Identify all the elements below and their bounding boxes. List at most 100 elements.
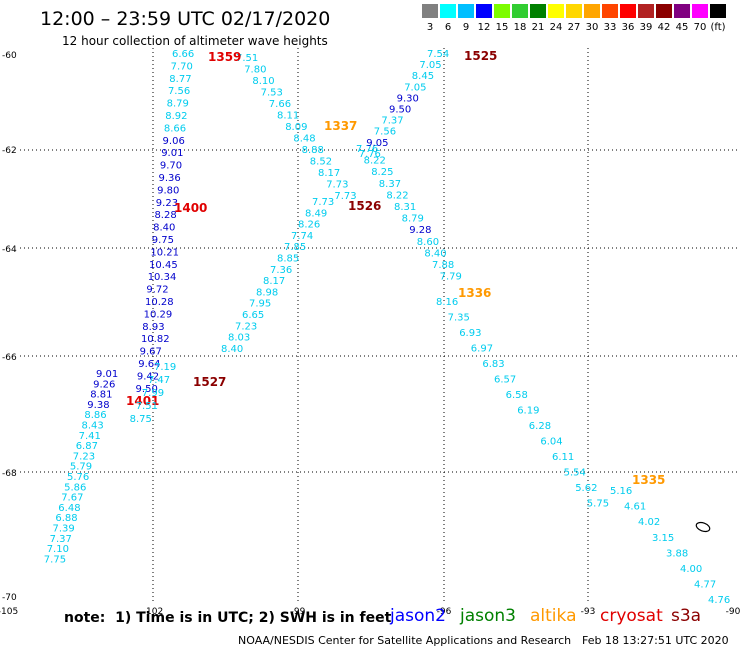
lat-tick-label: -62 bbox=[2, 146, 17, 156]
wave-height-value: 7.73 bbox=[326, 180, 348, 191]
wave-height-value: 8.40 bbox=[424, 248, 446, 259]
wave-height-value: 4.02 bbox=[638, 517, 660, 528]
scale-label: 39 bbox=[639, 22, 653, 33]
wave-height-value: 9.70 bbox=[160, 161, 182, 172]
wave-height-value: 9.67 bbox=[140, 347, 162, 358]
wave-height-value: 8.81 bbox=[90, 390, 112, 401]
wave-height-value: 7.73 bbox=[334, 191, 356, 202]
wave-height-value: 9.01 bbox=[96, 369, 118, 380]
wave-height-value: 7.76 bbox=[356, 144, 378, 155]
wave-height-value: 8.98 bbox=[256, 287, 278, 298]
wave-height-value: 7.53 bbox=[261, 88, 283, 99]
wave-height-value: 9.38 bbox=[87, 400, 109, 411]
lat-tick-label: -66 bbox=[2, 353, 17, 363]
timestamp: Feb 18 13:27:51 UTC 2020 bbox=[582, 634, 729, 647]
wave-height-value: 6.48 bbox=[58, 503, 80, 514]
wave-height-value: 7.37 bbox=[50, 534, 72, 545]
wave-height-value: 7.73 bbox=[312, 197, 334, 208]
wave-height-value: 8.17 bbox=[318, 168, 340, 179]
wave-height-value: 8.66 bbox=[164, 123, 186, 134]
wave-height-value: 8.60 bbox=[417, 237, 439, 248]
wave-height-value: 9.64 bbox=[138, 359, 160, 370]
wave-height-value: 7.23 bbox=[73, 451, 95, 462]
lon-tick-label: -96 bbox=[437, 607, 452, 617]
wave-height-value: 8.28 bbox=[154, 210, 176, 221]
scale-swatch bbox=[674, 4, 690, 18]
pass-time-label: 1401 bbox=[126, 394, 159, 408]
wave-height-value: 9.50 bbox=[136, 384, 158, 395]
wave-height-value: 9.36 bbox=[159, 173, 181, 184]
wave-height-value: 8.03 bbox=[228, 333, 250, 344]
wave-height-value: 6.19 bbox=[517, 406, 539, 417]
wave-height-value: 7.80 bbox=[244, 65, 266, 76]
wave-height-value: 8.22 bbox=[364, 156, 386, 167]
island-outline bbox=[695, 521, 711, 533]
wave-height-value: 8.16 bbox=[436, 297, 458, 308]
scale-swatch bbox=[476, 4, 492, 18]
wave-height-value: 7.99 bbox=[142, 388, 164, 399]
wave-height-value: 8.88 bbox=[302, 145, 324, 156]
scale-swatch bbox=[692, 4, 708, 18]
scale-label: (ft) bbox=[710, 22, 726, 33]
scale-label: 36 bbox=[621, 22, 635, 33]
scale-swatch bbox=[440, 4, 456, 18]
wave-height-value: 5.79 bbox=[70, 462, 92, 473]
wave-height-value: 5.16 bbox=[610, 486, 632, 497]
wave-height-value: 5.75 bbox=[587, 499, 609, 510]
scale-swatch bbox=[512, 4, 528, 18]
wave-height-value: 10.21 bbox=[150, 247, 179, 258]
wave-height-value: 8.86 bbox=[84, 410, 106, 421]
wave-height-value: 8.79 bbox=[167, 99, 189, 110]
wave-height-value: 5.76 bbox=[67, 472, 89, 483]
wave-height-value: 9.26 bbox=[93, 379, 115, 390]
pass-time-label: 1527 bbox=[193, 375, 226, 389]
scale-swatch bbox=[710, 4, 726, 18]
wave-height-value: 7.75 bbox=[44, 554, 66, 565]
scale-label: 33 bbox=[603, 22, 617, 33]
wave-height-value: 7.47 bbox=[148, 375, 170, 386]
wave-height-value: 7.66 bbox=[269, 99, 291, 110]
map-title: 12:00 – 23:59 UTC 02/17/2020 bbox=[40, 8, 331, 30]
scale-label: 18 bbox=[513, 22, 527, 33]
wave-height-value: 8.17 bbox=[263, 276, 285, 287]
wave-height-value: 6.58 bbox=[506, 390, 528, 401]
wave-height-value: 7.85 bbox=[284, 242, 306, 253]
scale-swatch bbox=[494, 4, 510, 18]
wave-height-value: 8.40 bbox=[221, 344, 243, 355]
wave-height-value: 7.36 bbox=[270, 265, 292, 276]
legend-jason3: jason3 bbox=[460, 606, 516, 626]
wave-height-value: 7.95 bbox=[249, 299, 271, 310]
wave-height-value: 4.61 bbox=[624, 502, 646, 513]
scale-swatch bbox=[530, 4, 546, 18]
wave-height-value: 10.28 bbox=[145, 297, 174, 308]
scale-label: 3 bbox=[426, 22, 434, 33]
pass-time-label: 1525 bbox=[464, 49, 497, 63]
wave-height-value: 4.76 bbox=[708, 595, 730, 606]
scale-label: 15 bbox=[495, 22, 509, 33]
wave-height-value: 9.23 bbox=[156, 198, 178, 209]
wave-height-value: 7.67 bbox=[61, 493, 83, 504]
wave-height-value: 8.11 bbox=[277, 111, 299, 122]
wave-height-value: 7.05 bbox=[404, 82, 426, 93]
wave-height-value: 7.56 bbox=[374, 127, 396, 138]
pass-time-label: 1335 bbox=[632, 473, 665, 487]
scale-label: 70 bbox=[693, 22, 707, 33]
pass-time-label: 1336 bbox=[458, 286, 491, 300]
wave-height-value: 8.85 bbox=[277, 254, 299, 265]
wave-height-value: 7.05 bbox=[419, 60, 441, 71]
wave-height-value: 8.09 bbox=[285, 122, 307, 133]
wave-height-value: 10.45 bbox=[149, 260, 178, 271]
wave-height-value: 6.97 bbox=[471, 344, 493, 355]
wave-height-value: 6.83 bbox=[482, 359, 504, 370]
wave-height-value: 8.26 bbox=[298, 220, 320, 231]
wave-height-value: 10.82 bbox=[141, 334, 170, 345]
wave-height-value: 9.05 bbox=[366, 138, 388, 149]
wave-height-value: 10.34 bbox=[148, 272, 177, 283]
wave-height-value: 7.41 bbox=[79, 431, 101, 442]
lon-tick-label: -102 bbox=[143, 607, 163, 617]
wave-height-value: 8.77 bbox=[169, 74, 191, 85]
wave-height-value: 7.76 bbox=[359, 149, 381, 160]
wave-height-value: 8.37 bbox=[379, 179, 401, 190]
wave-height-value: 6.87 bbox=[76, 441, 98, 452]
legend-jason2: jason2 bbox=[390, 606, 446, 626]
